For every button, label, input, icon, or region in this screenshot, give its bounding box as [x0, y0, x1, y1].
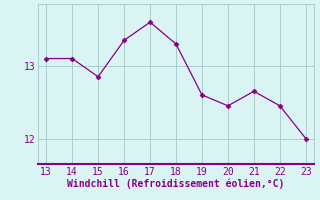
X-axis label: Windchill (Refroidissement éolien,°C): Windchill (Refroidissement éolien,°C): [67, 178, 285, 189]
